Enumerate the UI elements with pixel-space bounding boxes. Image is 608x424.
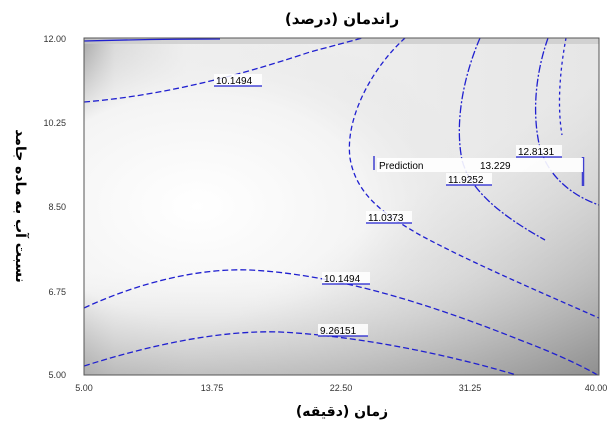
y-tick-label: 6.75 xyxy=(48,287,66,297)
contour-label-text: 11.0373 xyxy=(368,213,404,224)
x-axis-label: زمان (دقیقه) xyxy=(296,404,388,420)
contour-label-text: 10.1494 xyxy=(216,76,253,87)
contour-label-text: 11.9252 xyxy=(448,175,484,186)
chart-title: راندمان (درصد) xyxy=(285,10,399,28)
x-tick-labels: 5.00 13.75 22.50 31.25 40.00 xyxy=(75,383,607,393)
y-tick-label: 8.50 xyxy=(48,202,66,212)
contour-label-text: 12.8131 xyxy=(518,147,555,158)
contour-label-10-1494-lower: 10.1494 xyxy=(322,272,370,285)
y-tick-label: 10.25 xyxy=(43,118,66,128)
prediction-label-text: Prediction xyxy=(379,161,423,172)
contour-label-9-26151: 9.26151 xyxy=(318,324,368,337)
contour-label-11-9252: 11.9252 xyxy=(446,173,492,186)
contour-label-text: 9.26151 xyxy=(320,326,357,337)
contour-label-12-8131: 12.8131 xyxy=(516,145,562,158)
y-tick-label: 5.00 xyxy=(48,370,66,380)
prediction-label: Prediction 13.229 xyxy=(377,158,583,172)
contour-label-text: 10.1494 xyxy=(324,274,361,285)
x-tick-label: 22.50 xyxy=(330,383,353,393)
prediction-value: 13.229 xyxy=(480,161,511,172)
contour-label-11-0373: 11.0373 xyxy=(366,211,412,224)
y-tick-labels: 5.00 6.75 8.50 10.25 12.00 xyxy=(43,34,66,380)
contour-label-10-1494-upper: 10.1494 xyxy=(214,74,262,87)
y-tick-label: 12.00 xyxy=(43,34,66,44)
x-tick-label: 13.75 xyxy=(201,383,224,393)
x-tick-label: 40.00 xyxy=(585,383,608,393)
x-tick-label: 5.00 xyxy=(75,383,93,393)
y-axis-label: نسبت آب به ماده جامد xyxy=(12,129,30,283)
x-tick-label: 31.25 xyxy=(459,383,482,393)
